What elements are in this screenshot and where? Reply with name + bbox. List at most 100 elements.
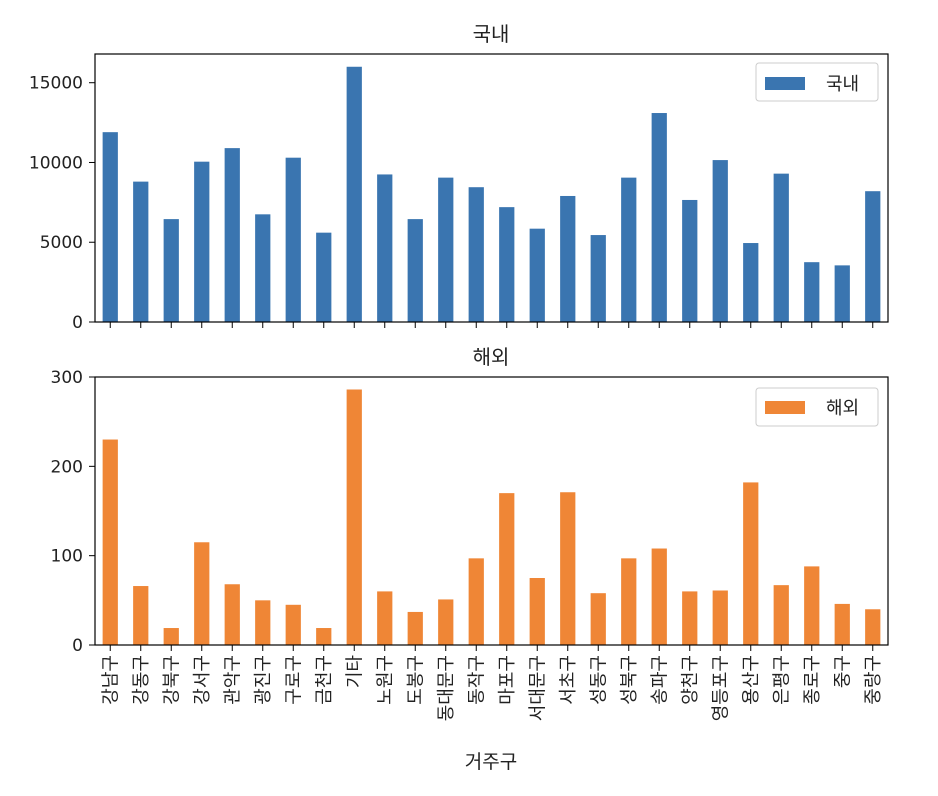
x-tick-label: 마포구 [497, 655, 518, 705]
bar-동작구 [468, 558, 484, 645]
legend-label: 국내 [826, 74, 859, 95]
y-axis-overseas: 0 100 200 300 [51, 368, 95, 656]
x-tick-label: 관악구 [222, 655, 243, 705]
legend-domestic: 국내 [755, 62, 879, 102]
x-tick-label: 양천구 [680, 655, 701, 705]
bar-동대문구 [438, 599, 454, 645]
bar-중랑구 [865, 609, 881, 645]
bar-기타 [346, 389, 362, 645]
x-tick-label: 강동구 [131, 655, 152, 705]
bar-광진구 [255, 600, 271, 645]
y-tick-label: 300 [51, 368, 83, 388]
legend-box [755, 62, 879, 102]
bar-강동구 [133, 181, 149, 322]
y-tick-label: 200 [51, 457, 83, 477]
x-tick-label: 종로구 [802, 655, 823, 705]
bar-서대문구 [529, 578, 545, 645]
bar-관악구 [224, 584, 240, 645]
bar-성북구 [621, 177, 637, 322]
subplot-title-overseas: 해외 [473, 345, 510, 369]
bar-서초구 [560, 492, 576, 645]
x-tick-label: 서대문구 [527, 655, 548, 721]
bars-overseas [102, 389, 881, 645]
subplot-overseas: 해외 0 100 200 300 강남구 강동구 강북구 강서구 관악구 광진구 구로구 금천구 기타… [51, 345, 889, 773]
bar-강북구 [163, 219, 179, 322]
x-tick-label: 중구 [832, 655, 853, 688]
x-tick-label: 강북구 [161, 655, 182, 705]
bar-노원구 [377, 591, 393, 645]
x-tick-label: 성북구 [619, 655, 640, 705]
x-axis-label: 거주구 [465, 751, 517, 773]
y-tick-label: 15000 [29, 74, 83, 94]
x-tick-label: 영등포구 [710, 655, 731, 721]
x-tick-label: 기타 [344, 655, 365, 689]
legend-label: 해외 [826, 398, 859, 419]
x-tick-label: 광진구 [253, 655, 274, 705]
bar-서초구 [560, 195, 576, 322]
bar-송파구 [651, 548, 667, 645]
x-tick-label: 노원구 [375, 655, 396, 705]
bar-동대문구 [438, 177, 454, 322]
bar-중구 [834, 265, 850, 322]
bar-노원구 [377, 174, 393, 322]
x-tick-label: 동대문구 [436, 655, 457, 721]
bar-성동구 [590, 235, 606, 322]
bar-금천구 [316, 232, 332, 322]
y-tick-label: 0 [72, 636, 83, 656]
x-tick-label: 도봉구 [405, 655, 426, 705]
x-tick-label: 송파구 [649, 655, 670, 705]
bar-은평구 [773, 173, 789, 322]
x-tick-label: 강남구 [100, 655, 121, 705]
bar-송파구 [651, 113, 667, 323]
bar-도봉구 [407, 219, 423, 322]
legend-swatch [765, 401, 805, 414]
bar-강서구 [194, 161, 210, 322]
bar-영등포구 [712, 590, 728, 645]
subplot-domestic: 국내 0 5000 10000 15000 국내 [29, 22, 889, 333]
x-tick-label: 동작구 [466, 655, 487, 705]
bar-광진구 [255, 214, 271, 322]
bar-중랑구 [865, 191, 881, 322]
bar-강남구 [102, 439, 118, 645]
bar-종로구 [804, 566, 820, 645]
y-axis-domestic: 0 5000 10000 15000 [29, 74, 95, 333]
bar-동작구 [468, 187, 484, 322]
x-tick-label: 구로구 [283, 655, 304, 705]
x-tick-label: 은평구 [771, 655, 792, 705]
bar-강동구 [133, 586, 149, 645]
x-tick-label: 성동구 [588, 655, 609, 705]
bar-강서구 [194, 542, 210, 645]
bar-도봉구 [407, 611, 423, 645]
x-tick-label: 금천구 [314, 655, 335, 705]
bar-기타 [346, 66, 362, 322]
bar-구로구 [285, 604, 301, 645]
bar-관악구 [224, 148, 240, 322]
legend-box [755, 387, 879, 427]
plot-frame-overseas [94, 376, 889, 646]
bar-마포구 [499, 207, 515, 322]
y-tick-label: 0 [72, 313, 83, 333]
x-axis-overseas: 강남구 강동구 강북구 강서구 관악구 광진구 구로구 금천구 기타 노원구 도봉구 동대문구 동작구 마… [100, 645, 884, 721]
bars-domestic [102, 66, 881, 323]
x-tick-label: 중랑구 [863, 655, 884, 705]
bar-강남구 [102, 132, 118, 322]
subplot-title-domestic: 국내 [473, 22, 510, 46]
y-tick-label: 10000 [29, 153, 83, 173]
bar-마포구 [499, 493, 515, 645]
plot-frame-domestic [94, 53, 889, 323]
bar-금천구 [316, 628, 332, 645]
bar-중구 [834, 603, 850, 645]
y-tick-label: 100 [51, 547, 83, 567]
x-tick-label: 용산구 [741, 655, 762, 705]
bar-양천구 [682, 591, 698, 645]
bar-강북구 [163, 628, 179, 645]
legend-swatch [765, 77, 805, 90]
x-axis-domestic [109, 322, 874, 328]
bar-영등포구 [712, 160, 728, 322]
bar-용산구 [743, 482, 759, 645]
x-tick-label: 강서구 [192, 655, 213, 705]
bar-성동구 [590, 593, 606, 645]
bar-은평구 [773, 585, 789, 645]
bar-서대문구 [529, 228, 545, 322]
